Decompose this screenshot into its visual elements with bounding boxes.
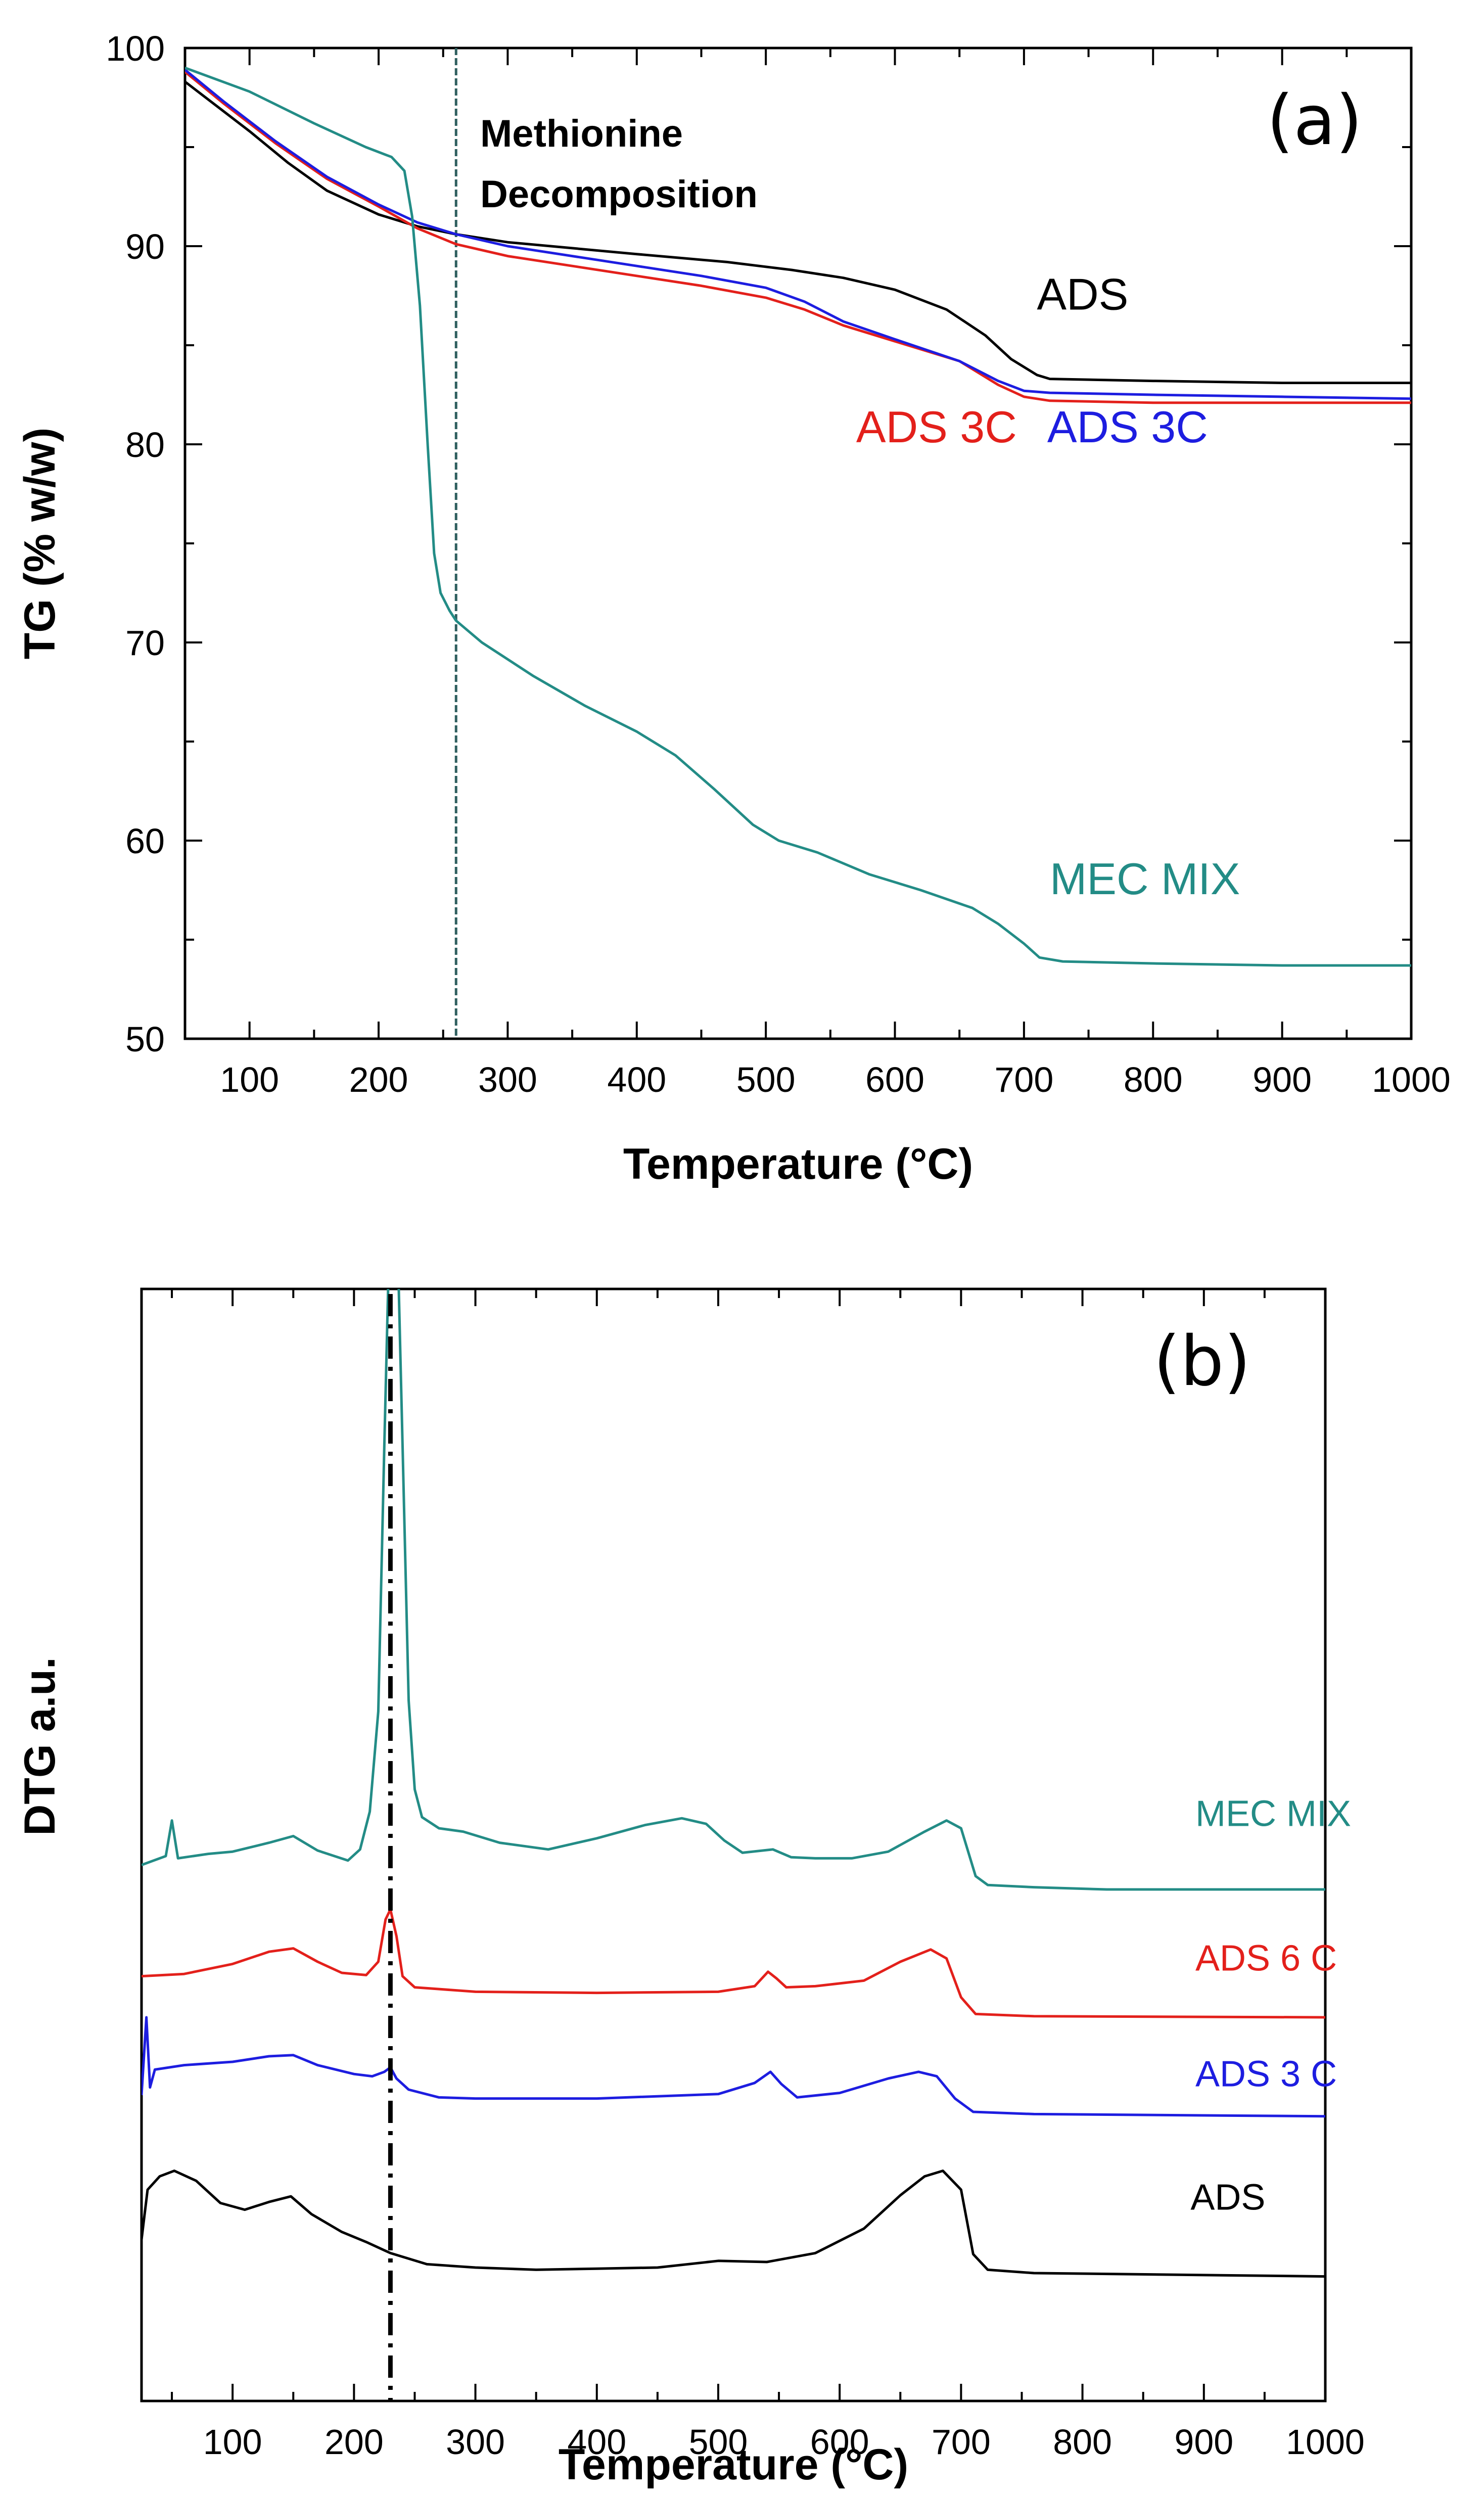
- panel-b-label: (b): [1153, 1322, 1250, 1402]
- panel-a-series-label-ads-3c-2: ADS 3C: [1047, 402, 1208, 452]
- panel-b-series-ads-6-c-1-line: [142, 1908, 1325, 2019]
- panel-a-y-tick-label-90: 90: [125, 227, 165, 266]
- panel-b-series-mec-mix-0-line: [142, 1289, 1325, 1891]
- panel-a-x-tick-label-200: 200: [349, 1060, 408, 1099]
- panel-a-x-tick-label-800: 800: [1124, 1060, 1183, 1099]
- panel-b-axis-ticks: 100 200 300 400 500 600 700 800 900 1000: [171, 1289, 1365, 2462]
- panel-a-y-tick-label-70: 70: [125, 623, 165, 663]
- panel-a-annotation-line2: Decomposition: [480, 173, 758, 216]
- panel-a-tg-chart: 100 200 300 400 500 600 700 800 900 1000 50 60 70 80 9…: [16, 29, 1451, 1188]
- panel-b-x-tick-label-200: 200: [324, 2422, 384, 2462]
- panel-b-x-axis-title: Temperature (°C): [559, 2440, 908, 2489]
- panel-a-x-tick-label-300: 300: [478, 1060, 537, 1099]
- panel-a-x-tick-label-400: 400: [607, 1060, 666, 1099]
- panel-b-x-tick-label-1000: 1000: [1286, 2422, 1365, 2462]
- panel-a-series-label-ads-3c-1: ADS 3C: [856, 402, 1017, 452]
- panel-b-series-group: [142, 1289, 1325, 2278]
- panel-a-series-labels: ADS ADS 3C ADS 3C MEC MIX: [856, 269, 1240, 903]
- panel-a-series-ads-0-line: [185, 80, 1411, 384]
- panel-b-y-axis-title: DTG a.u.: [16, 1657, 64, 1836]
- panel-a-series-group: [185, 66, 1411, 967]
- panel-b-series-label-mec-mix-0: MEC MIX: [1195, 1794, 1351, 1834]
- panel-b-x-tick-label-300: 300: [446, 2422, 505, 2462]
- panel-a-label: (a): [1267, 81, 1362, 161]
- panel-a-x-axis-title: Temperature (°C): [623, 1140, 973, 1188]
- panel-a-x-tick-label-1000: 1000: [1372, 1060, 1451, 1099]
- panel-a-series-ads-3c-2-line: [185, 69, 1411, 400]
- panel-a-series-label-mec-mix-3: MEC MIX: [1050, 854, 1240, 904]
- panel-b-x-tick-label-100: 100: [203, 2422, 262, 2462]
- panel-b-plot-frame: [140, 1287, 1327, 2402]
- panel-a-axis-ticks: 100 200 300 400 500 600 700 800 900 1000 50 60 70 80 9…: [106, 29, 1451, 1099]
- panel-a-y-tick-label-100: 100: [106, 29, 165, 68]
- panel-b-series-labels: MEC MIX ADS 6 C ADS 3 C ADS: [1190, 1794, 1351, 2218]
- panel-a-y-tick-label-60: 60: [125, 821, 165, 861]
- panel-a-x-tick-label-900: 900: [1253, 1060, 1312, 1099]
- panel-a-series-ads-3c-1-line: [185, 71, 1411, 404]
- panel-b-x-tick-label-500: 500: [689, 2422, 748, 2462]
- panel-a-x-tick-label-700: 700: [994, 1060, 1053, 1099]
- panel-b-series-label-ads-3-c-2: ADS 3 C: [1195, 2054, 1337, 2094]
- panel-b-x-tick-label-600: 600: [810, 2422, 869, 2462]
- panel-a-x-tick-label-600: 600: [865, 1060, 924, 1099]
- panel-b-series-ads-3-line: [142, 2169, 1325, 2278]
- panel-b-series-label-ads-3: ADS: [1190, 2178, 1265, 2218]
- panel-b-x-tick-label-700: 700: [932, 2422, 991, 2462]
- panel-b-x-tick-label-400: 400: [567, 2422, 626, 2462]
- panel-a-x-tick-label-500: 500: [736, 1060, 796, 1099]
- panel-b-series-ads-3-c-2-line: [142, 2016, 1325, 2118]
- panel-b-series-label-ads-6-c-1: ADS 6 C: [1195, 1938, 1337, 1979]
- panel-a-annotation-line1: Methionine: [480, 112, 683, 155]
- panel-a-y-tick-label-80: 80: [125, 425, 165, 465]
- panel-a-y-tick-label-50: 50: [125, 1020, 165, 1059]
- panel-a-x-tick-label-100: 100: [220, 1060, 279, 1099]
- panel-a-series-label-ads-0: ADS: [1037, 269, 1128, 319]
- panel-b-x-tick-label-800: 800: [1053, 2422, 1112, 2462]
- panel-b-dtg-chart: 100 200 300 400 500 600 700 800 900 1000 MEC MIX A…: [16, 1287, 1365, 2489]
- panel-a-y-axis-title: TG (% w/w): [16, 428, 64, 660]
- panel-b-x-tick-label-900: 900: [1174, 2422, 1233, 2462]
- panel-a-series-mec-mix-3-line: [185, 66, 1411, 967]
